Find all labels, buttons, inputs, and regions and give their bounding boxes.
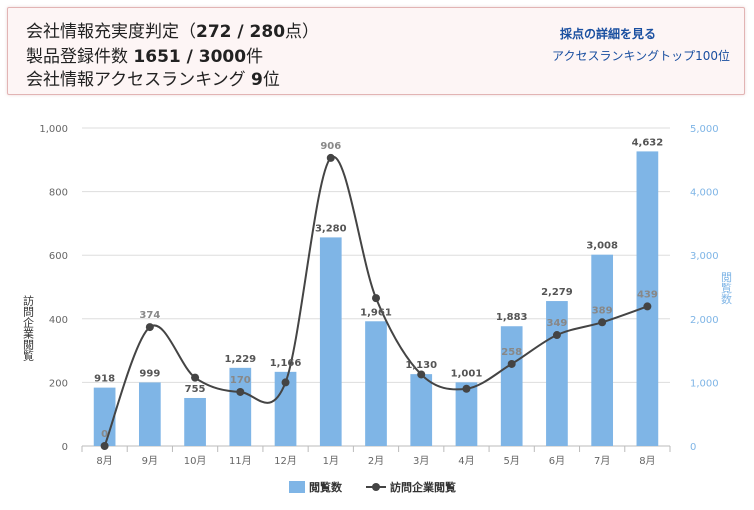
y-right-tick-label: 4,000 [690,188,719,199]
bar[interactable] [138,382,161,446]
bar-value-label: 1,883 [496,312,528,323]
bar-value-label: 3,008 [586,241,618,252]
line-point-label: 389 [592,305,613,316]
line-point[interactable] [643,302,652,311]
info-completeness-score: 272 / 280 [196,22,286,42]
x-tick-label: 5月 [504,455,520,467]
line-point[interactable] [372,294,380,303]
bar-value-label: 918 [94,374,115,385]
bar-value-label: 2,279 [541,287,573,298]
x-tick-label: 3月 [413,455,429,467]
line-point[interactable] [236,387,245,396]
bar-value-label: 1,961 [360,307,392,318]
y-left-tick-label: 1,000 [39,124,68,135]
line-point[interactable] [100,442,109,450]
pageview-bars [93,151,659,447]
y-left-tick-label: 0 [62,442,68,453]
y-left-tick-label: 800 [49,188,68,199]
visitor-line-path [103,155,648,447]
legend[interactable]: 閲覧数 訪問企業閲覧 [289,480,456,494]
y-left-tick-label: 400 [49,315,68,326]
x-tick-label: 6月 [549,455,565,467]
bar-value-label: 4,632 [632,137,664,148]
y-right-tick-label: 3,000 [690,251,719,262]
legend-bar-swatch [289,481,305,493]
line-point[interactable] [326,153,335,162]
line-point[interactable] [598,318,607,327]
bar[interactable] [636,151,659,447]
bar[interactable] [229,367,252,446]
access-chart: 918 999 755 1,229 1,166 3,280 1,961 1,130 1,001 1… [22,124,733,494]
x-tick-label: 1月 [323,455,339,467]
product-count-value: 1651 / 3000 [133,47,247,67]
y-left-axis-title: 訪問企業閲覧 [22,294,35,362]
x-tick-label: 9月 [142,455,158,467]
legend-line-label[interactable]: 訪問企業閲覧 [390,480,456,494]
bar-value-label: 999 [139,368,160,379]
x-tick-label: 7月 [594,455,610,467]
y-right-tick-label: 1,000 [690,378,719,389]
line-point[interactable] [417,370,426,379]
line-point-label: 374 [139,310,160,321]
bar[interactable] [274,371,297,446]
x-tick-label: 2月 [368,455,384,467]
access-ranking-line: 会社情報アクセスランキング 9位 [26,70,280,90]
line-point-label: 170 [230,375,251,386]
x-tick-label: 12月 [274,455,297,467]
bar-value-label: 1,229 [224,354,256,365]
bar[interactable] [365,321,387,446]
bar[interactable] [319,237,342,446]
line-point[interactable] [191,373,200,382]
bar[interactable] [455,382,478,446]
bar-value-label: 3,280 [315,223,347,234]
bar-value-label: 1,130 [405,360,437,371]
x-tick-label: 4月 [458,455,474,467]
ranking-top100-link[interactable]: アクセスランキングトップ100位 [552,49,730,63]
product-count-line: 製品登録件数 1651 / 3000件 [26,47,264,67]
axes: 0 200 400 600 800 1,000 0 1,000 2,000 3,000 4,000 5… [22,124,733,467]
line-point[interactable] [281,378,290,387]
line-point[interactable] [145,323,154,332]
grid-lines [82,127,670,447]
bar[interactable] [184,397,206,446]
legend-line-marker [372,483,380,491]
bar[interactable] [410,374,433,446]
line-point-label: 258 [501,347,522,358]
line-point[interactable] [552,331,561,340]
line-point-label: 349 [546,318,567,329]
x-tick-label: 8月 [639,455,655,467]
line-point[interactable] [507,359,516,368]
x-tick-label: 8月 [96,455,112,467]
y-right-axis-title: 閲覧数 [720,271,733,305]
line-point-label: 0 [101,429,108,440]
y-left-tick-label: 600 [49,251,68,262]
bar-value-label: 755 [185,384,206,395]
data-labels: 918 999 755 1,229 1,166 3,280 1,961 1,130 1,001 1… [94,137,663,440]
score-detail-link[interactable]: 採点の詳細を見る [560,27,657,41]
line-point-label: 439 [637,289,658,300]
y-right-tick-label: 2,000 [690,315,719,326]
bar[interactable] [500,326,523,446]
line-point-label: 906 [320,141,341,152]
y-left-tick-label: 200 [49,378,68,389]
y-right-tick-label: 0 [690,442,696,453]
bar-value-label: 1,001 [451,368,483,379]
y-right-tick-label: 5,000 [690,124,719,135]
visitor-line [100,153,652,450]
bar-value-label: 1,166 [270,358,302,369]
line-point[interactable] [462,384,471,393]
bar[interactable] [591,254,614,446]
legend-bar-label[interactable]: 閲覧数 [309,480,343,494]
info-completeness-line: 会社情報充実度判定（272 / 280点） [26,22,320,42]
access-ranking-value: 9 [251,70,263,90]
x-tick-label: 11月 [229,455,252,467]
summary-panel: 会社情報充実度判定（272 / 280点） 製品登録件数 1651 / 3000… [7,7,745,95]
x-tick-label: 10月 [184,455,207,467]
